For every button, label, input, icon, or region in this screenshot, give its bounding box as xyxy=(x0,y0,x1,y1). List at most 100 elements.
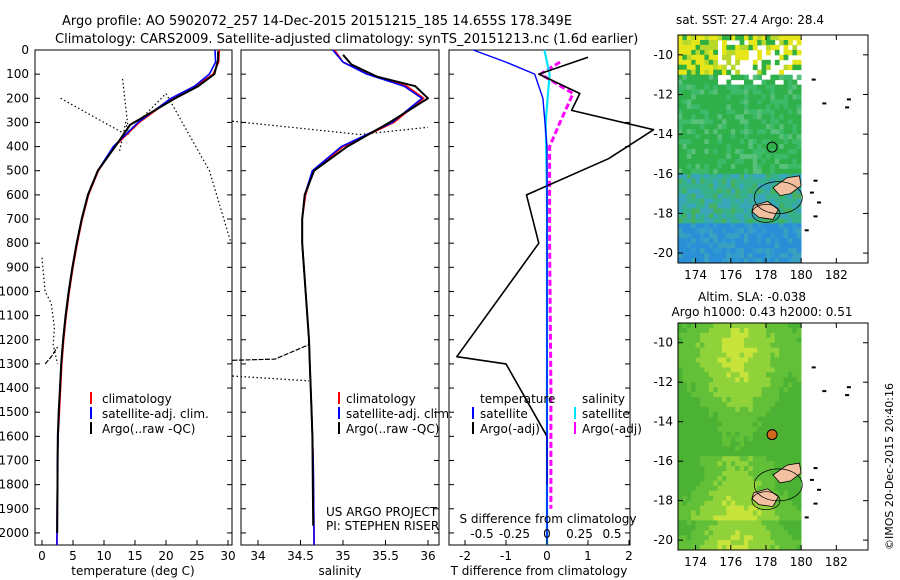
map-cell xyxy=(700,213,705,219)
map-cell xyxy=(708,243,714,249)
map-cell xyxy=(739,213,745,219)
depth-tick-label: 900 xyxy=(6,260,29,274)
map-cell xyxy=(704,397,710,403)
map-cell xyxy=(713,367,718,373)
map-cell xyxy=(700,421,705,427)
map-cell xyxy=(695,253,701,259)
map-cell xyxy=(686,377,692,383)
map-cell xyxy=(713,466,718,472)
map-cell xyxy=(761,332,767,339)
map-cell xyxy=(757,402,762,408)
map-cell xyxy=(682,144,688,150)
map-cell xyxy=(792,397,798,403)
salinity-tick-label: 35 xyxy=(335,549,350,563)
map-cell xyxy=(713,154,718,160)
map-cell xyxy=(704,134,710,140)
map-cell xyxy=(779,89,784,95)
map-cell xyxy=(678,540,683,546)
map-cell xyxy=(691,525,696,531)
map-cell xyxy=(779,406,784,413)
map-cell xyxy=(730,139,736,145)
map-cell xyxy=(744,258,749,264)
map-cell xyxy=(788,203,793,209)
small-island xyxy=(822,390,827,393)
map-cell xyxy=(700,238,705,244)
map-cell xyxy=(704,535,710,541)
map-cell xyxy=(761,535,767,541)
map-cell xyxy=(726,149,732,155)
map-cell xyxy=(779,505,784,511)
temperature-tick-label: 25 xyxy=(189,549,204,563)
map-cell xyxy=(704,99,710,105)
map-cell xyxy=(788,490,793,497)
map-cell xyxy=(792,64,798,71)
map-cell xyxy=(774,456,780,462)
map-cell xyxy=(695,461,701,467)
map-cell xyxy=(686,515,692,521)
map-cell xyxy=(779,540,784,546)
map-cell xyxy=(695,426,701,432)
map-cell xyxy=(796,332,802,339)
map-cell xyxy=(788,545,793,551)
map-cell xyxy=(757,154,762,160)
map-cell xyxy=(726,94,732,100)
map-cell xyxy=(686,406,692,413)
map-cell xyxy=(783,35,789,41)
map-cell xyxy=(704,188,710,195)
map-cell xyxy=(761,84,767,90)
map-cell xyxy=(744,392,749,398)
map-cell xyxy=(774,154,780,160)
figure-title-line1: Argo profile: AO 5902072_257 14-Dec-2015… xyxy=(62,14,572,29)
map-cell xyxy=(739,40,745,46)
map-cell xyxy=(695,377,701,383)
map-cell xyxy=(792,109,798,115)
depth-tick-label: 1100 xyxy=(0,309,29,323)
map-cell xyxy=(761,382,767,388)
map-cell xyxy=(678,228,683,234)
map-cell xyxy=(779,35,784,41)
map-cell xyxy=(757,163,762,170)
map-cell xyxy=(704,382,710,388)
map-cell xyxy=(770,540,776,546)
map-cell xyxy=(788,84,793,90)
map-cell xyxy=(717,387,723,393)
map-cell xyxy=(744,520,749,526)
map-cell xyxy=(783,362,789,368)
map-cell xyxy=(770,253,776,259)
map-cell xyxy=(735,441,740,447)
map-cell xyxy=(682,431,688,437)
map-cell xyxy=(704,332,710,339)
map-cell xyxy=(752,431,758,437)
map-cell xyxy=(796,144,802,150)
map-cell xyxy=(704,69,710,76)
map-cell xyxy=(722,158,727,165)
map-cell xyxy=(708,64,714,71)
map-cell xyxy=(722,40,727,46)
map-cell xyxy=(779,367,784,373)
map-cell xyxy=(757,188,762,195)
map-cell xyxy=(722,402,727,408)
map-cell xyxy=(704,158,710,165)
t-difference-tick-label: 0 xyxy=(543,549,551,563)
map-cell xyxy=(704,451,710,457)
map-cell xyxy=(682,59,688,66)
small-island xyxy=(811,78,816,81)
map-cell xyxy=(708,357,714,363)
map-cell xyxy=(700,203,705,209)
map-cell xyxy=(792,323,798,329)
map-cell xyxy=(691,495,696,501)
map-cell xyxy=(783,79,789,85)
map-cell xyxy=(717,411,723,418)
map-cell xyxy=(752,158,758,165)
map-cell xyxy=(713,203,718,209)
map-cell xyxy=(792,44,798,51)
map-cell xyxy=(682,515,688,521)
map-cell xyxy=(774,323,780,329)
map-cell xyxy=(739,456,745,462)
map-cell xyxy=(691,154,696,160)
map-cell xyxy=(722,347,727,353)
map-cell xyxy=(744,149,749,155)
map-cell xyxy=(691,485,696,492)
map-cell xyxy=(704,94,710,100)
map-cell xyxy=(691,94,696,100)
